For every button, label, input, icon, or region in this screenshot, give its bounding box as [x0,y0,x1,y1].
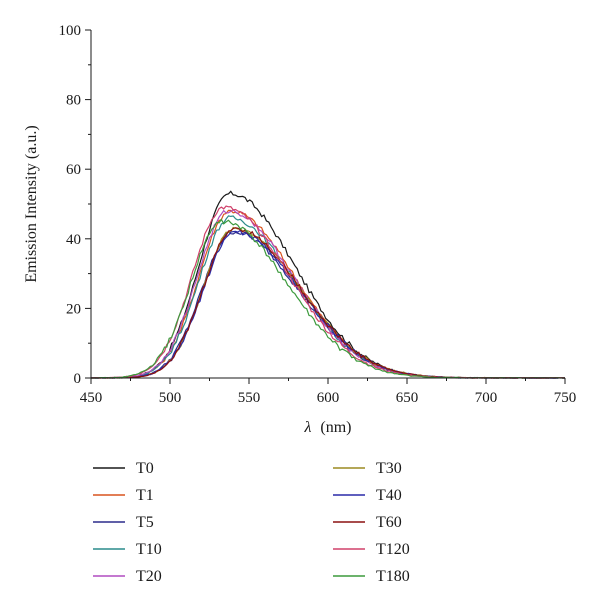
y-tick-label: 40 [66,232,81,248]
x-axis-symbol: λ [303,419,311,436]
legend-label-t10: T10 [136,541,162,558]
y-ticks: 0 20 40 60 80 100 [59,23,91,387]
legend-label-t60: T60 [376,514,402,531]
x-axis-unit: (nm) [320,419,351,436]
series-line-t30 [91,226,566,379]
series-line-t0 [91,190,565,379]
plot-area [90,190,566,379]
y-axis-title: Emission Intensity (a.u.) [23,125,40,282]
y-tick-label: 0 [74,371,82,387]
legend-label-t5: T5 [136,514,154,531]
series-line-t40 [91,229,565,379]
series-line-t60 [91,227,565,379]
y-tick-label: 100 [59,23,82,39]
legend-label-t20: T20 [136,568,162,585]
x-tick-label: 450 [80,390,103,406]
legend-label-t1: T1 [136,487,154,504]
x-tick-label: 500 [159,390,182,406]
y-tick-label: 20 [66,301,81,317]
x-tick-label: 750 [554,390,577,406]
legend-label-t30: T30 [376,460,402,477]
y-tick-label: 80 [66,93,81,109]
x-ticks: 450 500 550 600 650 700 750 [80,378,577,406]
series-line-t5 [90,231,566,379]
y-tick-label: 60 [66,162,81,178]
x-tick-label: 550 [238,390,261,406]
x-tick-label: 700 [475,390,498,406]
legend: T0 T1 T5 T10 T20 T30 T40 T60 T120 T180 [93,460,410,585]
legend-label-t180: T180 [376,568,410,585]
x-tick-label: 650 [396,390,419,406]
x-tick-label: 600 [317,390,340,406]
x-axis-title: λ (nm) [303,419,351,436]
legend-label-t40: T40 [376,487,402,504]
legend-label-t120: T120 [376,541,410,558]
legend-label-t0: T0 [136,460,154,477]
